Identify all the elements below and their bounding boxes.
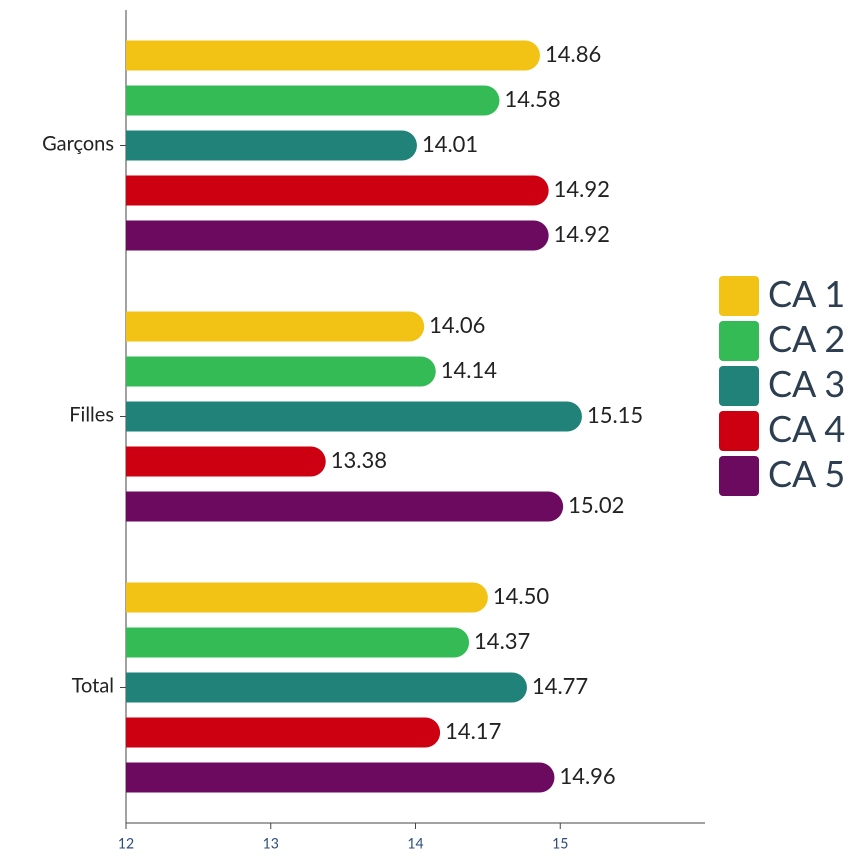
value-label: 14.96 bbox=[559, 762, 615, 789]
bar bbox=[126, 446, 326, 477]
bar bbox=[126, 356, 436, 387]
legend-label: CA 5 bbox=[768, 451, 845, 495]
value-label: 15.15 bbox=[587, 401, 643, 428]
bar bbox=[126, 491, 564, 522]
y-tick-label: Filles bbox=[69, 403, 114, 427]
value-label: 14.14 bbox=[441, 356, 497, 383]
legend-label: CA 3 bbox=[768, 361, 845, 405]
value-label: 14.92 bbox=[554, 220, 610, 247]
legend-label: CA 2 bbox=[768, 316, 845, 360]
bar bbox=[126, 175, 549, 206]
value-label: 14.86 bbox=[545, 40, 601, 67]
x-tick-label: 15 bbox=[552, 835, 568, 852]
x-tick-label: 12 bbox=[118, 835, 134, 852]
bar bbox=[126, 717, 441, 748]
value-label: 14.92 bbox=[554, 175, 610, 202]
value-label: 14.58 bbox=[504, 85, 560, 112]
value-label: 14.37 bbox=[474, 627, 530, 654]
value-label: 14.17 bbox=[445, 717, 501, 744]
legend-label: CA 4 bbox=[768, 406, 845, 450]
value-label: 14.06 bbox=[429, 311, 485, 338]
bar bbox=[126, 85, 500, 116]
legend-swatch bbox=[719, 456, 759, 496]
y-tick-label: Total bbox=[72, 674, 114, 698]
value-label: 15.02 bbox=[568, 491, 624, 518]
value-label: 14.01 bbox=[422, 130, 478, 157]
bar bbox=[126, 762, 555, 793]
legend-swatch bbox=[719, 276, 759, 316]
bar bbox=[126, 130, 417, 161]
value-label: 14.50 bbox=[493, 582, 549, 609]
bar bbox=[126, 40, 540, 71]
bar bbox=[126, 220, 549, 251]
bar bbox=[126, 311, 425, 342]
bar bbox=[126, 401, 582, 432]
value-label: 14.77 bbox=[532, 672, 588, 699]
bar bbox=[126, 672, 527, 703]
legend-swatch bbox=[719, 366, 759, 406]
bar bbox=[126, 627, 470, 658]
legend-swatch bbox=[719, 321, 759, 361]
bar bbox=[126, 582, 488, 613]
x-tick-label: 13 bbox=[263, 835, 279, 852]
legend-label: CA 1 bbox=[768, 271, 845, 315]
y-tick-label: Garçons bbox=[42, 132, 114, 156]
x-tick-label: 14 bbox=[407, 835, 423, 852]
legend-swatch bbox=[719, 411, 759, 451]
value-label: 13.38 bbox=[331, 446, 387, 473]
